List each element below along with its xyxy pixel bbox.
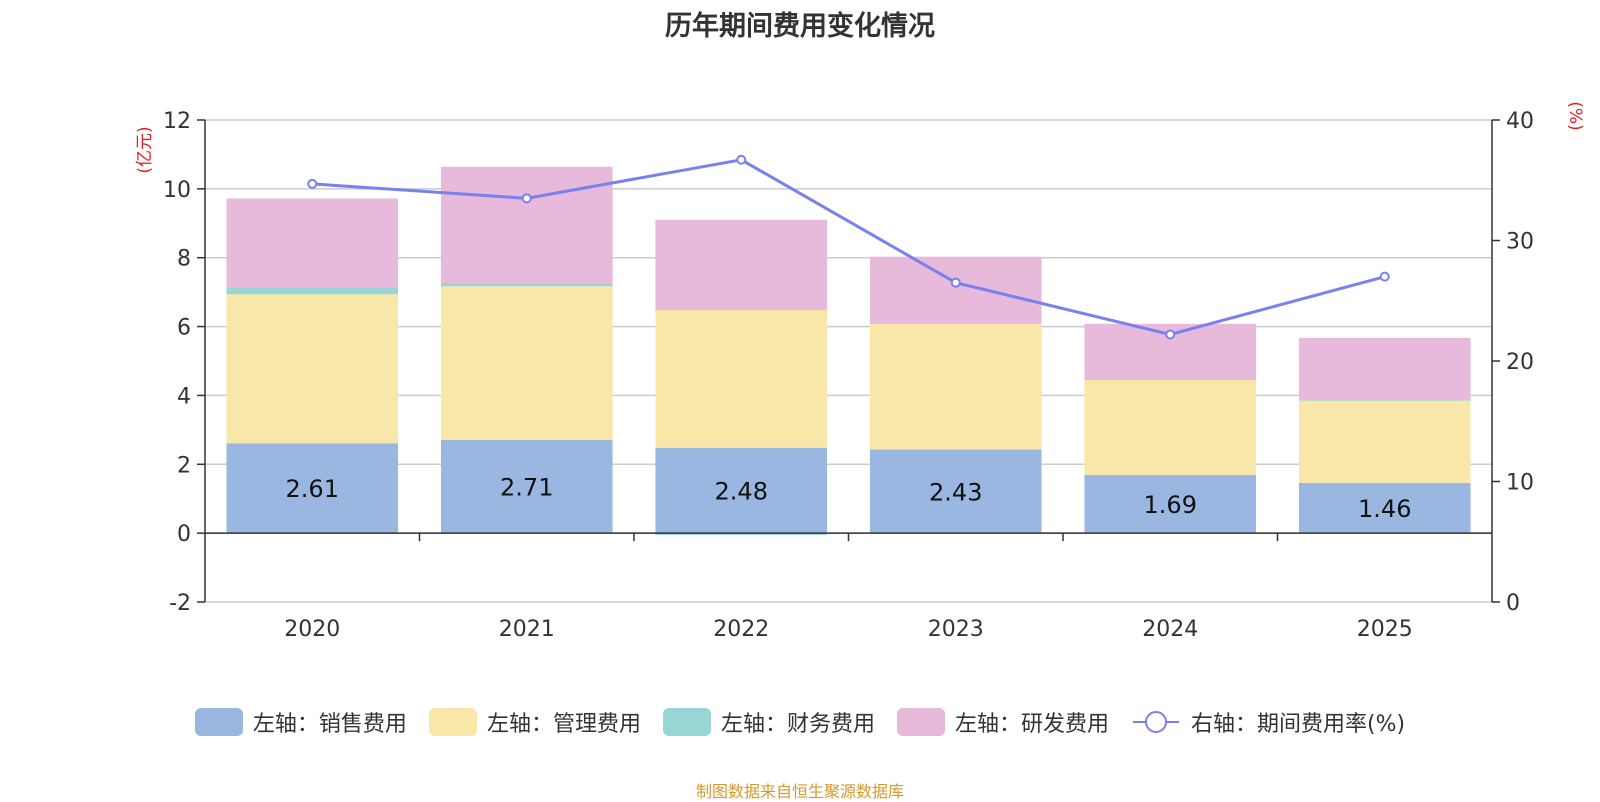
- rate-point-2020: [307, 178, 318, 189]
- legend-item-admin[interactable]: 左轴：管理费用: [428, 706, 641, 738]
- bar-2-2022: [655, 533, 828, 535]
- bar-1-2022: [655, 310, 828, 448]
- bar-0-2021: [440, 439, 613, 534]
- left-tick-label: -2: [169, 591, 191, 616]
- rate-point-2025: [1379, 271, 1390, 282]
- axes: -2 0 2 4 6 8 10 12 0 10 20 30 40 2020 2021 2022 2023 2024…: [135, 101, 1585, 642]
- left-tick-label: 4: [177, 384, 191, 409]
- rate-point-2022: [736, 154, 747, 165]
- bar-0-2024: [1084, 474, 1257, 534]
- x-tick-label: 2023: [928, 617, 984, 642]
- bar-0-2023: [869, 449, 1042, 534]
- chart-title: 历年期间费用变化情况: [665, 11, 935, 42]
- bar-3-2023: [869, 256, 1042, 324]
- bar-0-2022: [655, 447, 828, 534]
- bar-1-2020: [226, 294, 399, 444]
- legend-label-sales: 左轴：销售费用: [252, 712, 407, 737]
- legend-label-admin: 左轴：管理费用: [486, 712, 641, 737]
- legend-item-rnd[interactable]: 左轴：研发费用: [896, 706, 1109, 738]
- bars: [226, 166, 1471, 535]
- right-axis-unit: (%): [1565, 101, 1585, 130]
- rate-line-path: [312, 158, 1386, 337]
- left-tick-label: 6: [177, 316, 191, 341]
- legend: 左轴：销售费用 左轴：管理费用 左轴：财务费用 左轴：研发费用 右轴：期间费用率…: [0, 706, 1600, 738]
- x-tick-label: 2020: [284, 617, 340, 642]
- right-tick-label: 10: [1506, 471, 1534, 496]
- left-tick-label: 12: [163, 109, 191, 134]
- legend-swatch-sales: [194, 708, 243, 736]
- rate-point-2024: [1165, 329, 1176, 340]
- source-note: 制图数据来自恒生聚源数据库: [695, 782, 904, 801]
- legend-label-rnd: 左轴：研发费用: [954, 712, 1109, 737]
- legend-label-finance: 左轴：财务费用: [720, 712, 875, 737]
- bar-2-2025: [1298, 399, 1471, 401]
- bar-1-2023: [869, 323, 1042, 450]
- bar-1-2025: [1298, 400, 1471, 483]
- bar-0-2025: [1298, 482, 1471, 534]
- bar-2-2020: [226, 288, 399, 295]
- bar-2-2021: [440, 283, 613, 287]
- chart-plot-area: -2 0 2 4 6 8 10 12 0 10 20 30 40 2020 2021 2022 2023 2024…: [135, 101, 1585, 642]
- left-tick-label: 10: [163, 178, 191, 203]
- legend-item-finance[interactable]: 左轴：财务费用: [662, 706, 875, 738]
- bar-value-label: 2.71: [500, 473, 553, 501]
- bar-0-2020: [226, 443, 399, 534]
- rate-line: [307, 154, 1390, 340]
- legend-swatch-admin: [428, 708, 477, 736]
- legend-swatch-rnd: [896, 708, 945, 736]
- legend-swatch-finance: [662, 708, 711, 736]
- left-tick-label: 0: [177, 522, 191, 547]
- x-tick-label: 2025: [1357, 617, 1413, 642]
- legend-item-sales[interactable]: 左轴：销售费用: [194, 706, 407, 738]
- bar-value-label: 2.48: [715, 477, 768, 505]
- bar-value-label: 1.46: [1358, 495, 1411, 523]
- bar-3-2022: [655, 219, 828, 311]
- x-tick-label: 2024: [1142, 617, 1198, 642]
- bar-1-2024: [1084, 379, 1257, 475]
- bar-1-2021: [440, 286, 613, 440]
- x-tick-label: 2021: [499, 617, 555, 642]
- bar-2-2023: [869, 323, 1042, 324]
- left-tick-label: 2: [177, 453, 191, 478]
- right-tick-label: 40: [1506, 109, 1534, 134]
- rate-point-2023: [950, 277, 961, 288]
- right-tick-label: 20: [1506, 350, 1534, 375]
- bar-3-2020: [226, 198, 399, 289]
- bar-3-2025: [1298, 337, 1471, 400]
- right-tick-label: 30: [1506, 230, 1534, 255]
- bar-2-2024: [1084, 378, 1257, 380]
- left-axis-unit: (亿元): [135, 126, 155, 173]
- x-tick-label: 2022: [713, 617, 769, 642]
- bar-value-label: 1.69: [1144, 491, 1197, 519]
- bar-value-label: 2.61: [286, 475, 339, 503]
- right-tick-label: 0: [1506, 591, 1520, 616]
- rate-point-2021: [521, 193, 532, 204]
- left-tick-label: 8: [177, 247, 191, 272]
- legend-line-circle-icon: [1132, 711, 1179, 733]
- bar-value-label: 2.43: [929, 478, 982, 506]
- data-labels: 2.61 2.71 2.48 2.43 1.69 1.46: [286, 473, 1412, 523]
- legend-label-rate: 右轴：期间费用率(%): [1190, 712, 1406, 737]
- bar-3-2021: [440, 166, 613, 284]
- legend-item-rate[interactable]: 右轴：期间费用率(%): [1131, 706, 1405, 738]
